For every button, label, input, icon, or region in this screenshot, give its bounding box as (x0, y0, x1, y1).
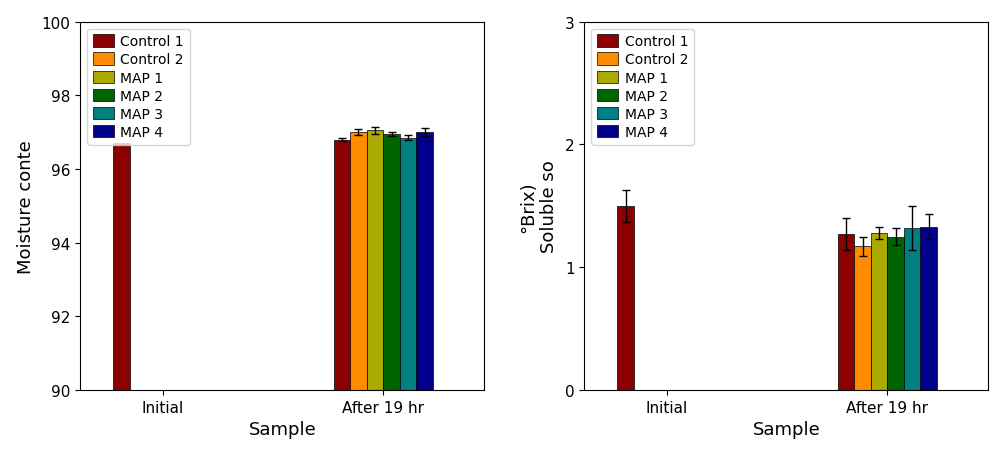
Bar (617, 207, 634, 390)
Y-axis label: Moisture conte: Moisture conte (17, 140, 34, 273)
Bar (383, 135, 400, 390)
Bar (334, 140, 350, 390)
Y-axis label: °Brix)
Soluble so: °Brix) Soluble so (519, 160, 558, 253)
Bar (367, 131, 383, 390)
Bar (838, 235, 854, 390)
Bar (854, 247, 870, 390)
X-axis label: Sample: Sample (248, 420, 317, 438)
Bar (921, 227, 937, 390)
Legend: Control 1, Control 2, MAP 1, MAP 2, MAP 3, MAP 4: Control 1, Control 2, MAP 1, MAP 2, MAP … (87, 30, 190, 145)
X-axis label: Sample: Sample (753, 420, 820, 438)
Bar (400, 138, 416, 390)
Bar (870, 233, 887, 390)
Bar (887, 237, 903, 390)
Legend: Control 1, Control 2, MAP 1, MAP 2, MAP 3, MAP 4: Control 1, Control 2, MAP 1, MAP 2, MAP … (591, 30, 693, 145)
Bar (903, 228, 921, 390)
Bar (350, 133, 367, 390)
Bar (114, 144, 130, 390)
Bar (416, 133, 433, 390)
